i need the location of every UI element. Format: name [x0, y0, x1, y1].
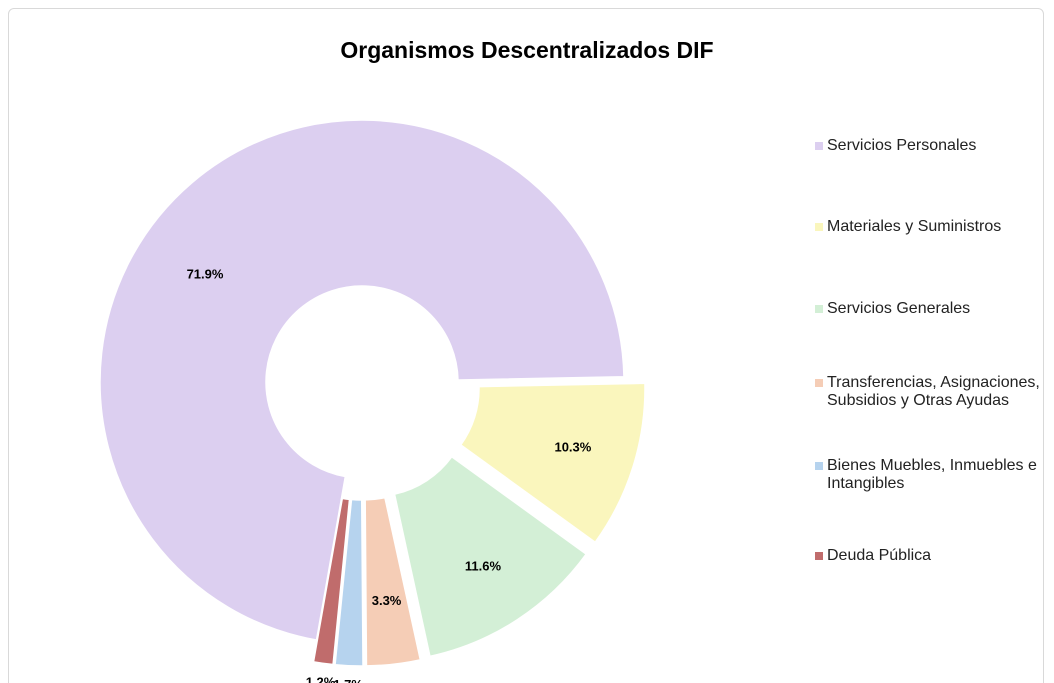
donut-slice [393, 455, 588, 658]
legend-item: Transferencias, Asignaciones, Subsidios … [815, 374, 1050, 410]
legend-swatch [815, 379, 823, 387]
data-label: 3.3% [372, 593, 402, 608]
legend-label: Materiales y Suministros [827, 218, 1002, 235]
legend-swatch [815, 142, 823, 150]
data-label: 71.9% [187, 266, 224, 281]
legend-item: Servicios Personales [815, 137, 1050, 155]
data-label: 11.6% [465, 558, 502, 573]
chart-frame [8, 8, 1044, 683]
legend-label: Deuda Pública [827, 547, 932, 564]
legend-label: Transferencias, Asignaciones, Subsidios … [827, 374, 1040, 409]
donut-slice [99, 119, 625, 641]
legend-item: Materiales y Suministros [815, 218, 1050, 236]
legend-item: Servicios Generales [815, 300, 1050, 318]
legend-swatch [815, 552, 823, 560]
legend-swatch [815, 223, 823, 231]
chart-title: Organismos Descentralizados DIF [340, 37, 713, 63]
legend-label: Servicios Personales [827, 137, 977, 154]
donut-slice [334, 498, 364, 667]
legend-item: Deuda Pública [815, 547, 1050, 565]
donut-slice [364, 496, 422, 667]
legend-item: Bienes Muebles, Inmuebles e Intangibles [815, 457, 1050, 493]
data-label: 1.7% [333, 677, 363, 683]
donut-slice [312, 497, 351, 666]
legend-label: Bienes Muebles, Inmuebles e Intangibles [827, 457, 1037, 492]
donut-slice [459, 382, 646, 544]
data-label: 1.2% [306, 675, 336, 683]
legend-swatch [815, 305, 823, 313]
data-label: 10.3% [554, 439, 591, 454]
legend-swatch [815, 462, 823, 470]
legend-label: Servicios Generales [827, 300, 971, 317]
